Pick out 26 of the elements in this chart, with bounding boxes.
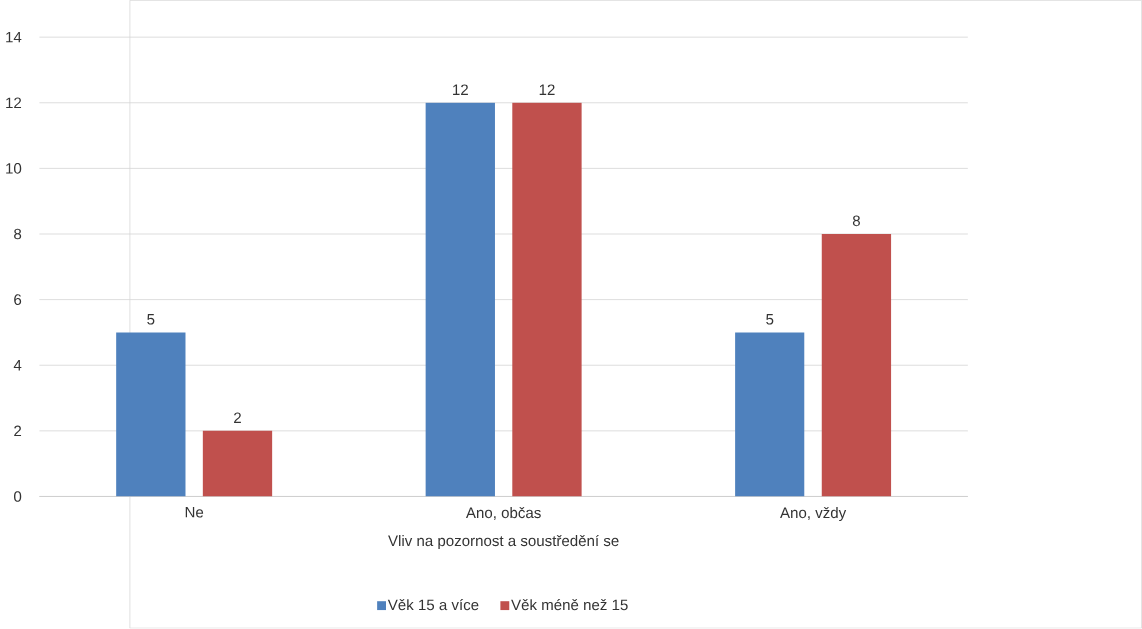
x-tick-label: Ano, vždy: [780, 507, 847, 522]
bar: [821, 234, 892, 497]
x-tick-label: Ne: [185, 507, 204, 518]
y-tick-label: 6: [14, 294, 22, 306]
y-tick-label: 0: [14, 491, 22, 503]
data-label: 12: [539, 84, 555, 96]
data-label: 2: [234, 412, 241, 424]
bar: [116, 332, 186, 497]
bar: [512, 103, 582, 497]
x-axis-title: Vliv na pozornost a soustředění se: [388, 535, 619, 550]
data-label: 5: [147, 314, 155, 325]
legend-label: Věk 15 a více: [387, 599, 479, 611]
bar: [735, 332, 805, 497]
data-label: 12: [453, 84, 468, 96]
y-tick-label: 4: [13, 360, 22, 371]
y-tick-label: 8: [14, 228, 22, 240]
legend-label: Věk méně než 15: [511, 599, 628, 611]
data-label: 5: [766, 314, 774, 325]
y-tick-label: 14: [6, 32, 22, 43]
bar: [202, 431, 273, 497]
y-tick-label: 2: [14, 425, 22, 437]
x-tick-label: Ano, občas: [465, 507, 541, 521]
data-label: 8: [852, 215, 860, 227]
bar: [425, 103, 495, 497]
y-tick-label: 12: [6, 97, 22, 109]
y-tick-label: 10: [6, 163, 22, 174]
